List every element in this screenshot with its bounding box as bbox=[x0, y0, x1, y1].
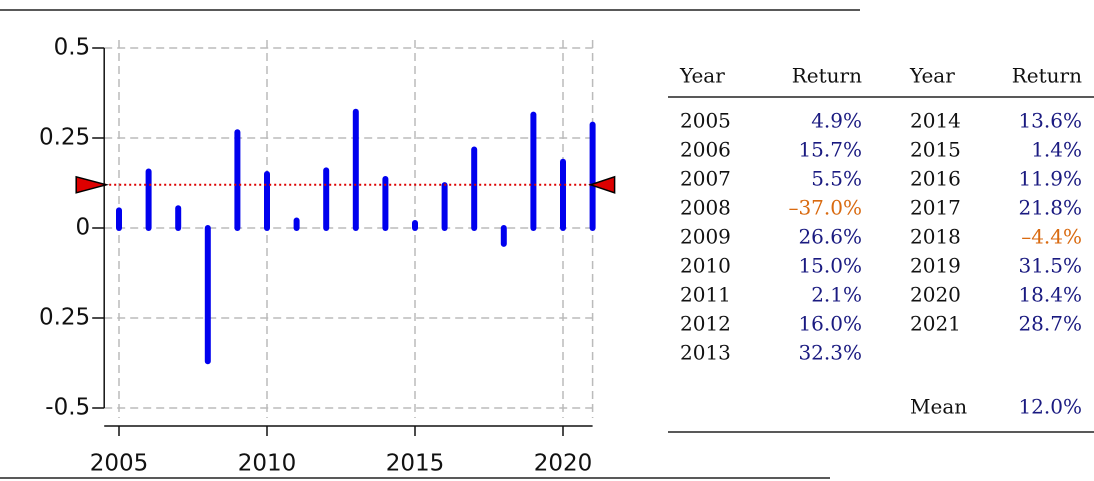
y-tick-label: 0 bbox=[76, 215, 91, 241]
return-cell: 26.6% bbox=[798, 225, 862, 249]
year-cell: 2015 bbox=[910, 138, 961, 162]
mean-marker bbox=[75, 175, 110, 194]
year-cell: 2008 bbox=[680, 196, 731, 220]
return-cell: 13.6% bbox=[1018, 109, 1082, 133]
return-cell: –37.0% bbox=[788, 196, 862, 220]
column-header: Year bbox=[909, 64, 955, 88]
year-cell: 2013 bbox=[680, 341, 731, 365]
year-cell: 2006 bbox=[680, 138, 731, 162]
return-cell: 31.5% bbox=[1018, 254, 1082, 278]
y-tick-label: 0.5 bbox=[54, 35, 91, 61]
return-cell: 4.9% bbox=[811, 109, 862, 133]
return-cell: 16.0% bbox=[798, 312, 862, 336]
y-tick-label: -0.5 bbox=[45, 395, 90, 421]
year-cell: 2018 bbox=[910, 225, 961, 249]
year-cell: 2010 bbox=[680, 254, 731, 278]
return-cell: 21.8% bbox=[1018, 196, 1082, 220]
year-cell: 2020 bbox=[910, 283, 961, 307]
x-tick-label: 2015 bbox=[386, 451, 445, 477]
return-cell: 2.1% bbox=[811, 283, 862, 307]
y-tick-label: 0.25 bbox=[39, 125, 90, 151]
mean-marker bbox=[588, 175, 616, 194]
return-cell: 18.4% bbox=[1018, 283, 1082, 307]
mean-label: Mean bbox=[910, 395, 967, 419]
year-cell: 2017 bbox=[910, 196, 961, 220]
return-cell: 11.9% bbox=[1018, 167, 1082, 191]
year-cell: 2007 bbox=[680, 167, 731, 191]
year-cell: 2012 bbox=[680, 312, 731, 336]
mean-value: 12.0% bbox=[1018, 395, 1082, 419]
column-header: Return bbox=[792, 64, 862, 88]
year-cell: 2009 bbox=[680, 225, 731, 249]
return-cell: 1.4% bbox=[1031, 138, 1082, 162]
year-cell: 2019 bbox=[910, 254, 961, 278]
return-cell: 15.7% bbox=[798, 138, 862, 162]
return-cell: 15.0% bbox=[798, 254, 862, 278]
return-cell: 28.7% bbox=[1018, 312, 1082, 336]
return-cell: –4.4% bbox=[1021, 225, 1082, 249]
y-tick-label: 0.25 bbox=[39, 305, 90, 331]
year-cell: 2014 bbox=[910, 109, 961, 133]
return-cell: 32.3% bbox=[798, 341, 862, 365]
year-cell: 2021 bbox=[910, 312, 961, 336]
x-tick-label: 2020 bbox=[534, 451, 593, 477]
x-tick-label: 2005 bbox=[90, 451, 149, 477]
column-header: Year bbox=[679, 64, 725, 88]
year-cell: 2005 bbox=[680, 109, 731, 133]
x-tick-label: 2010 bbox=[238, 451, 297, 477]
year-cell: 2011 bbox=[680, 283, 731, 307]
column-header: Return bbox=[1012, 64, 1082, 88]
year-cell: 2016 bbox=[910, 167, 961, 191]
return-cell: 5.5% bbox=[811, 167, 862, 191]
